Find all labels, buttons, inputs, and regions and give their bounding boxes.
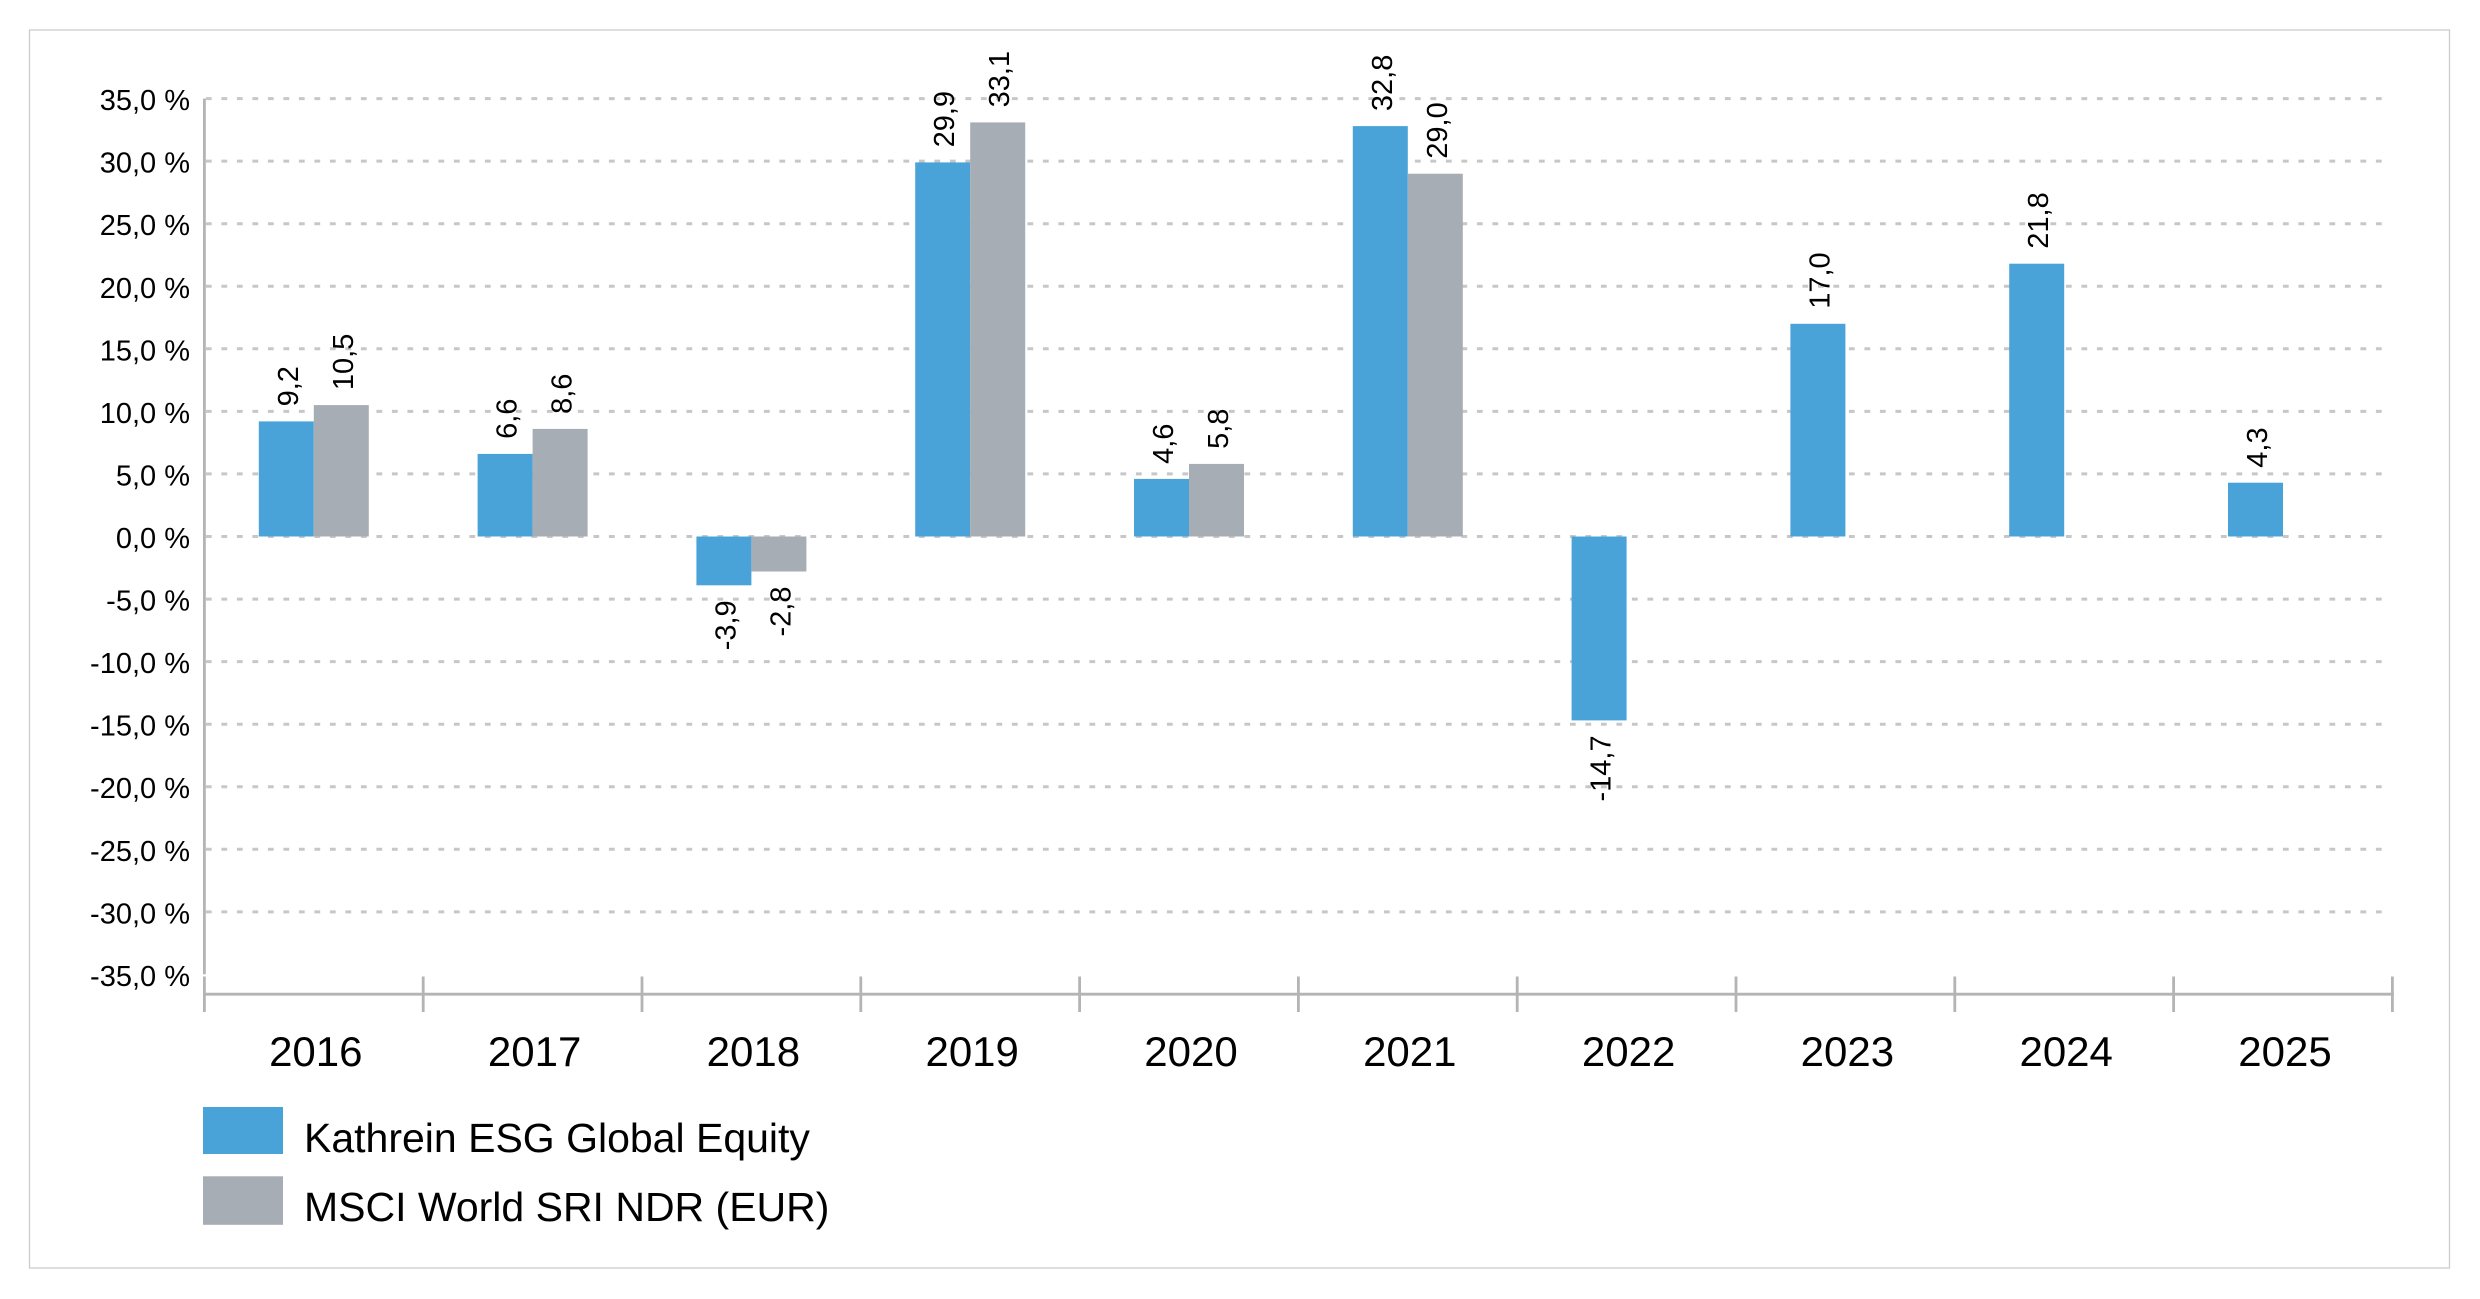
svg-text:-30,0 %: -30,0 % [90,898,190,930]
svg-text:-5,0 %: -5,0 % [106,586,190,618]
svg-text:-3,9: -3,9 [710,600,742,650]
svg-text:29,9: 29,9 [929,91,961,147]
svg-text:6,6: 6,6 [492,399,524,439]
svg-text:21,8: 21,8 [2023,192,2055,248]
svg-text:4,3: 4,3 [2242,427,2274,467]
svg-text:2024: 2024 [2019,1028,2112,1075]
svg-text:2016: 2016 [269,1028,362,1075]
svg-text:2019: 2019 [925,1028,1018,1075]
svg-text:8,6: 8,6 [547,374,579,414]
svg-text:2022: 2022 [1582,1028,1675,1075]
svg-text:2025: 2025 [2238,1028,2331,1075]
svg-text:Kathrein ESG Global Equity: Kathrein ESG Global Equity [304,1115,810,1161]
svg-text:2021: 2021 [1363,1028,1456,1075]
svg-text:10,0 %: 10,0 % [100,398,190,430]
svg-text:0,0 %: 0,0 % [116,523,190,555]
svg-text:5,8: 5,8 [1203,409,1235,449]
svg-text:2018: 2018 [707,1028,800,1075]
svg-text:-2,8: -2,8 [765,587,797,637]
svg-text:MSCI World SRI NDR (EUR): MSCI World SRI NDR (EUR) [304,1184,829,1230]
svg-text:17,0: 17,0 [1804,252,1836,308]
svg-text:-14,7: -14,7 [1586,735,1618,801]
svg-text:2017: 2017 [488,1028,581,1075]
svg-text:2020: 2020 [1144,1028,1237,1075]
svg-text:-25,0 %: -25,0 % [90,836,190,868]
svg-text:5,0 %: 5,0 % [116,460,190,492]
svg-text:9,2: 9,2 [273,366,305,406]
svg-text:4,6: 4,6 [1148,424,1180,464]
svg-text:10,5: 10,5 [328,334,360,390]
svg-text:35,0 %: 35,0 % [100,85,190,117]
svg-text:-20,0 %: -20,0 % [90,773,190,805]
svg-text:30,0 %: 30,0 % [100,148,190,180]
svg-text:25,0 %: 25,0 % [100,210,190,242]
svg-text:-15,0 %: -15,0 % [90,711,190,743]
svg-text:32,8: 32,8 [1367,55,1399,111]
svg-text:20,0 %: 20,0 % [100,273,190,305]
svg-text:29,0: 29,0 [1422,102,1454,158]
svg-text:2023: 2023 [1801,1028,1894,1075]
svg-text:33,1: 33,1 [984,51,1016,107]
svg-text:-10,0 %: -10,0 % [90,648,190,680]
svg-text:15,0 %: 15,0 % [100,335,190,367]
svg-text:-35,0 %: -35,0 % [90,961,190,993]
